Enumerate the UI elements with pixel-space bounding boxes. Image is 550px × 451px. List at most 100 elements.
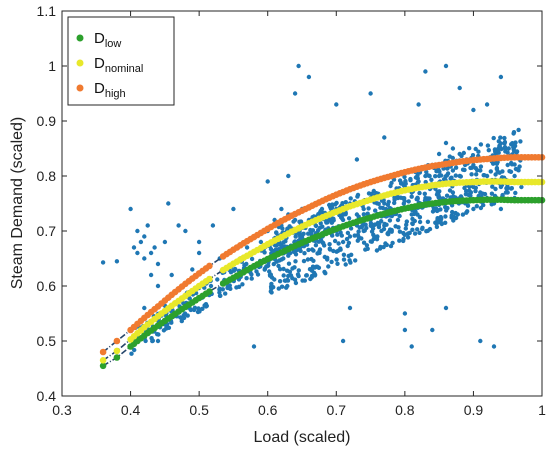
scatter-point (376, 201, 381, 206)
scatter-point (164, 323, 169, 328)
scatter-point (417, 190, 422, 196)
scatter-point (422, 191, 427, 196)
scatter-point (244, 261, 249, 267)
scatter-point (443, 63, 449, 69)
scatter-point (402, 174, 407, 180)
scatter-point (306, 231, 311, 236)
scatter-point (503, 190, 509, 195)
scatter-point (279, 257, 284, 262)
y-tick-label: 1.1 (37, 3, 57, 19)
scatter-point (491, 135, 496, 141)
scatter-point (436, 192, 441, 197)
scatter-point (508, 186, 514, 191)
scatter-point (143, 338, 148, 344)
scatter-point (364, 243, 370, 248)
series-point (113, 354, 121, 361)
scatter-point (433, 174, 438, 179)
scatter-point (155, 332, 160, 337)
scatter-point (388, 243, 394, 249)
scatter-point (318, 237, 324, 243)
scatter-point (402, 232, 407, 237)
scatter-point (292, 277, 298, 282)
scatter-point (274, 230, 279, 235)
scatter-point (114, 259, 120, 264)
scatter-point (467, 146, 472, 151)
scatter-point (286, 273, 291, 279)
scatter-point (340, 216, 345, 221)
scatter-point (135, 250, 140, 256)
scatter-point (313, 243, 319, 248)
scatter-point (427, 226, 433, 232)
scatter-point (497, 170, 502, 175)
scatter-point (309, 268, 315, 273)
scatter-point (129, 351, 134, 356)
scatter-point (305, 257, 311, 262)
scatter-point (203, 304, 209, 309)
scatter-point (301, 258, 307, 264)
scatter-point (326, 264, 331, 269)
scatter-point (427, 173, 432, 179)
scatter-point (460, 212, 466, 217)
series-layer (99, 154, 546, 370)
scatter-point (425, 219, 431, 224)
scatter-point (210, 223, 216, 228)
scatter-point (341, 212, 346, 217)
scatter-point (373, 208, 378, 213)
scatter-point (397, 238, 402, 243)
scatter-point (176, 223, 181, 228)
scatter-point (459, 153, 464, 159)
scatter-point (417, 215, 423, 220)
scatter-point (135, 228, 140, 234)
x-tick-label: 0.7 (327, 402, 347, 418)
y-tick-label: 0.8 (37, 168, 57, 184)
scatter-point (341, 257, 347, 262)
scatter-point (348, 196, 353, 201)
scatter-point (265, 263, 270, 269)
scatter-point (276, 263, 281, 269)
scatter-point (188, 307, 193, 313)
y-tick-label: 0.9 (37, 113, 57, 129)
scatter-point (286, 253, 291, 258)
scatter-point (152, 245, 157, 250)
scatter-point (352, 233, 357, 238)
scatter-point (482, 191, 488, 197)
scatter-point (271, 285, 276, 290)
scatter-point (470, 153, 476, 158)
scatter-point (249, 256, 255, 262)
scatter-point (200, 306, 205, 311)
scatter-point (471, 206, 476, 212)
scatter-point (306, 247, 311, 253)
scatter-point (457, 85, 462, 91)
legend-label-high: Dhigh (94, 80, 126, 100)
scatter-point (481, 202, 486, 208)
scatter-point (498, 74, 504, 80)
scatter-point (329, 220, 334, 225)
scatter-point (478, 338, 483, 344)
scatter-point (363, 222, 368, 227)
scatter-point (142, 234, 147, 239)
scatter-point (507, 169, 512, 174)
scatter-point (368, 91, 373, 96)
scatter-point (475, 168, 480, 173)
scatter-point (355, 194, 360, 199)
y-tick-label: 0.5 (37, 333, 57, 349)
scatter-point (370, 222, 375, 228)
scatter-point (228, 270, 234, 275)
scatter-point (500, 192, 505, 198)
scatter-point (502, 145, 508, 150)
scatter-point (240, 282, 245, 287)
scatter-point (190, 267, 195, 272)
scatter-point (138, 239, 144, 245)
scatter-point (302, 251, 307, 256)
scatter-point (332, 238, 338, 244)
scatter-point (443, 140, 449, 146)
scatter-point (347, 234, 353, 239)
scatter-point (447, 188, 453, 193)
scatter-point (291, 219, 296, 224)
scatter-point (396, 225, 401, 230)
scatter-point (344, 236, 350, 242)
scatter-point (494, 161, 500, 166)
scatter-point (148, 250, 154, 256)
scatter-point (476, 149, 481, 154)
scatter-point (272, 277, 277, 282)
